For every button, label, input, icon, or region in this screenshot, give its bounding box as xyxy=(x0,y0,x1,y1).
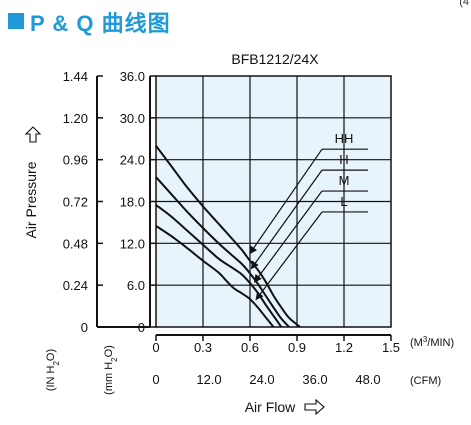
y-outer-tick-label: 1.44 xyxy=(63,69,88,84)
x-secondary-tick-label: 0 xyxy=(152,372,159,387)
series-label-h: H xyxy=(339,152,348,167)
x-primary-tick-label: 0.6 xyxy=(241,340,259,355)
series-label-hh: HH xyxy=(335,131,354,146)
y-outer-tick-label: 0.24 xyxy=(63,278,88,293)
series-line-m xyxy=(155,204,283,328)
y-outer-tick-label: 1.20 xyxy=(63,111,88,126)
y-axis-title: Air Pressure xyxy=(23,161,39,238)
y-inner-tick-label: 36.0 xyxy=(120,69,145,84)
y-outer-tick-label: 0 xyxy=(81,320,88,335)
y-inner-tick-label: 24.0 xyxy=(120,153,145,168)
y-outer-tick-label: 0.48 xyxy=(63,236,88,251)
series-label-l: L xyxy=(340,194,347,209)
y-outer-tick-label: 0.96 xyxy=(63,153,88,168)
x-primary-tick-label: 0.9 xyxy=(288,340,306,355)
x-secondary-tick-label: 36.0 xyxy=(302,372,327,387)
y-inner-tick-label: 6.0 xyxy=(127,278,145,293)
callout-arrow-m xyxy=(253,190,323,283)
x-primary-tick-label: 1.5 xyxy=(382,340,400,355)
axis-ticks xyxy=(97,75,392,341)
tick-labels: 0 0.3 0.6 0.9 1.2 1.50 12.0 24.0 36.0 48.0006.00.… xyxy=(63,69,400,387)
y-outer-tick-label: 0.72 xyxy=(63,195,88,210)
series-line-hh xyxy=(155,145,301,328)
curves xyxy=(155,145,301,328)
x-axis-arrow-icon xyxy=(304,398,325,416)
y-inner-unit: (mm H2O) xyxy=(103,345,119,395)
x-primary-tick-label: 0.3 xyxy=(194,340,212,355)
y-inner-tick-label: 30.0 xyxy=(120,111,145,126)
x-secondary-tick-label: 24.0 xyxy=(249,372,274,387)
chart-title: BFB1212/24X xyxy=(231,51,319,67)
x-secondary-tick-label: 48.0 xyxy=(355,372,380,387)
y-inner-tick-label: 12.0 xyxy=(120,236,145,251)
header-square-icon xyxy=(8,13,24,29)
y-axis-title-group: Air Pressure xyxy=(23,161,39,238)
y-outer-unit-group: (IN H2O) xyxy=(45,349,61,391)
grid xyxy=(156,76,391,327)
x-primary-tick-label: 1.2 xyxy=(335,340,353,355)
series-label-m: M xyxy=(339,173,350,188)
series-line-h xyxy=(155,176,290,328)
x-secondary-unit: (CFM) xyxy=(410,375,441,387)
y-outer-unit: (IN H2O) xyxy=(45,349,61,391)
series-line-l xyxy=(155,225,275,328)
y-inner-tick-label: 18.0 xyxy=(120,195,145,210)
callout-arrow-l xyxy=(255,211,323,301)
y-axis-arrow-icon xyxy=(24,126,42,143)
y-inner-unit-group: (mm H2O) xyxy=(103,345,119,395)
callout-arrow-h xyxy=(250,169,323,270)
corner-mark: (4 xyxy=(459,0,469,8)
y-inner-tick-label: 0 xyxy=(138,320,145,335)
x-secondary-tick-label: 12.0 xyxy=(196,372,221,387)
x-primary-tick-label: 0 xyxy=(152,340,159,355)
x-primary-unit: (M3/MIN) xyxy=(410,335,454,350)
x-axis-title: Air Flow xyxy=(245,399,296,415)
callout-arrow-hh xyxy=(249,148,323,255)
section-title: P & Q 曲线图 xyxy=(30,11,171,36)
